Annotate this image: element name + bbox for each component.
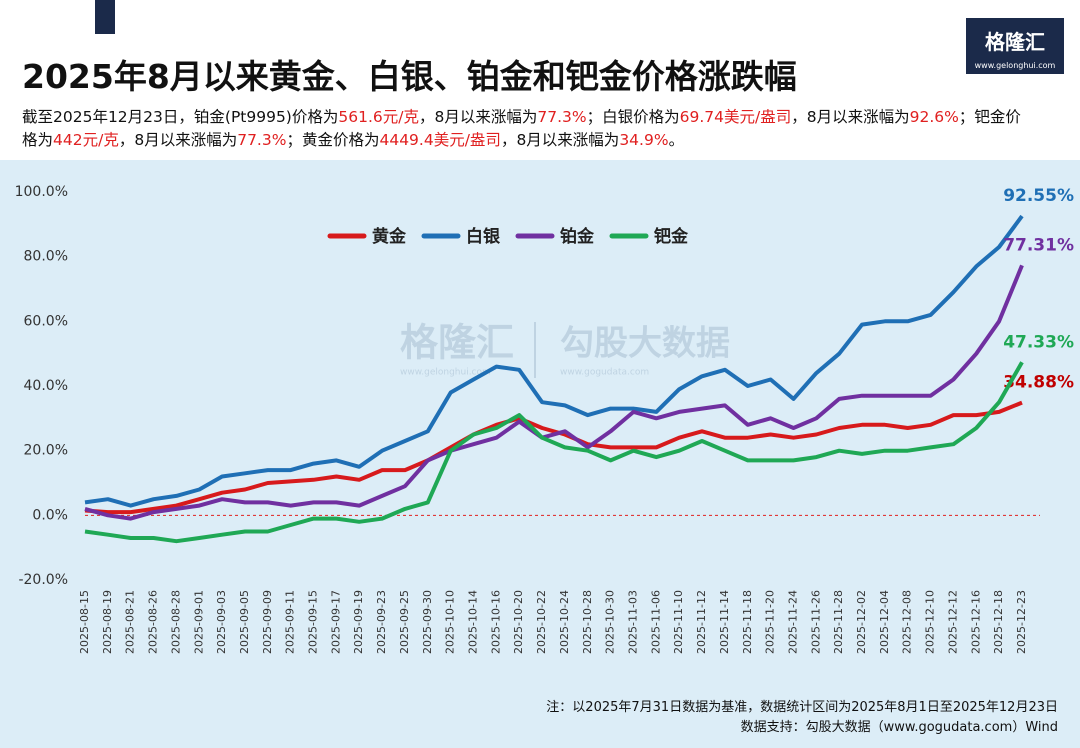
series-line [84,264,1024,521]
x-tick-label: 2025-10-20 [512,590,525,654]
subtitle-part: 92.6% [909,108,959,126]
logo-name: 格隆汇 [985,30,1045,54]
x-tick-label: 2025-08-26 [147,590,160,654]
end-label: 47.33% [1003,332,1074,352]
x-tick-label: 2025-09-15 [307,590,320,654]
subtitle-part: 561.6元/克 [338,108,419,126]
legend-item: 黄金 [327,226,407,247]
end-label: 34.88% [1003,373,1074,393]
x-tick-label: 2025-11-10 [672,590,685,654]
x-tick-label: 2025-11-20 [764,590,777,654]
x-tick-label: 2025-11-12 [695,590,708,654]
legend-label: 铂金 [560,226,595,247]
x-tick-label: 2025-08-19 [101,590,114,654]
x-tick-label: 2025-11-06 [649,590,662,654]
end-label: 77.31% [1003,235,1074,255]
x-tick-label: 2025-10-28 [581,590,594,654]
series-line [84,361,1024,544]
note: 注：以2025年7月31日数据为基准，数据统计区间为2025年8月1日至2025… [546,700,1058,715]
x-tick-label: 2025-10-24 [558,590,571,654]
x-tick-label: 2025-12-16 [969,590,982,654]
x-tick-label: 2025-12-10 [924,590,937,654]
x-tick-label: 2025-12-08 [901,590,914,654]
series-line [84,214,1024,508]
x-tick-label: 2025-09-30 [421,590,434,654]
subtitle-part: 截至2025年12月23日，铂金(Pt9995)价格为 [22,108,339,126]
subtitle-part: 。 [668,131,685,149]
y-tick-label: 100.0% [15,184,68,200]
x-tick-label: 2025-10-16 [489,590,502,654]
legend-label: 黄金 [372,226,407,247]
subtitle-part: 442元/克 [53,131,119,149]
x-tick-label: 2025-09-11 [284,590,297,654]
x-tick-label: 2025-11-26 [809,590,822,654]
legend-item: 铂金 [515,226,595,247]
legend-label: 白银 [466,226,501,247]
y-tick-label: 80.0% [24,249,68,265]
x-tick-label: 2025-09-17 [329,590,342,654]
x-tick-label: 2025-09-09 [261,590,274,654]
chart-title: 2025年8月以来黄金、白银、铂金和钯金价格涨跌幅 [22,57,797,96]
subtitle: 截至2025年12月23日，铂金(Pt9995)价格为561.6元/克，8月以来… [22,106,1032,152]
y-tick-label: -20.0% [18,572,68,588]
subtitle-part: ，8月以来涨幅为 [418,108,538,126]
y-tick-label: 40.0% [24,378,68,394]
x-tick-label: 2025-12-12 [946,590,959,654]
y-tick-label: 60.0% [24,313,68,329]
legend-item: 白银 [421,226,501,247]
x-tick-label: 2025-11-24 [786,590,799,654]
x-tick-label: 2025-10-22 [535,590,548,654]
subtitle-part: ；白银价格为 [586,108,680,126]
logo: 格隆汇 www.gelonghui.com [966,18,1064,74]
x-tick-label: 2025-10-10 [444,590,457,654]
subtitle-part: 4449.4美元/盎司 [379,131,501,149]
subtitle-part: ，8月以来涨幅为 [118,131,238,149]
x-tick-label: 2025-08-21 [124,590,137,654]
x-tick-label: 2025-10-30 [604,590,617,654]
x-tick-label: 2025-08-15 [78,590,91,654]
y-tick-label: 20.0% [24,443,68,459]
x-tick-label: 2025-08-28 [169,590,182,654]
watermark: 格隆汇 www.gelonghui.com 勾股大数据 www.gogudata… [400,321,730,378]
x-tick-label: 2025-12-04 [878,590,891,654]
subtitle-part: 77.3% [237,131,287,149]
x-tick-label: 2025-12-23 [1015,590,1028,654]
subtitle-part: 69.74美元/盎司 [679,108,792,126]
subtitle-part: ，8月以来涨幅为 [791,108,910,126]
x-tick-label: 2025-12-02 [855,590,868,654]
subtitle-part: ；钯金价格为 [22,108,1021,149]
legend-label: 钯金 [653,226,689,247]
watermark-text: www.gelonghui.com [400,368,491,378]
watermark-text: 勾股大数据 [560,324,730,364]
x-tick-label: 2025-12-18 [992,590,1005,654]
subtitle-part: ；黄金价格为 [286,131,380,149]
x-tick-label: 2025-09-01 [192,590,205,654]
subtitle-part: ，8月以来涨幅为 [500,131,620,149]
decoration [95,0,115,34]
x-tick-label: 2025-10-14 [467,590,480,654]
x-tick-label: 2025-11-28 [832,590,845,654]
source: 数据支持：勾股大数据（www.gogudata.com）Wind [740,720,1058,735]
end-label: 92.55% [1003,186,1074,206]
header [0,0,1080,160]
series-line [84,400,1023,515]
x-tick-label: 2025-11-03 [626,590,639,654]
x-tick-label: 2025-11-14 [718,590,731,654]
x-tick-label: 2025-09-23 [375,590,388,654]
watermark-text: www.gogudata.com [560,368,649,378]
y-tick-label: 0.0% [32,507,68,523]
x-tick-label: 2025-09-25 [398,590,411,654]
watermark-text: 格隆汇 [400,321,514,365]
x-tick-label: 2025-09-03 [215,590,228,654]
legend-item: 钯金 [609,226,689,247]
logo-url: www.gelonghui.com [974,61,1056,70]
subtitle-part: 34.9% [619,131,669,149]
x-tick-label: 2025-11-18 [741,590,754,654]
subtitle-part: 77.3% [537,108,587,126]
x-tick-label: 2025-09-05 [238,590,251,654]
x-tick-label: 2025-09-19 [352,590,365,654]
